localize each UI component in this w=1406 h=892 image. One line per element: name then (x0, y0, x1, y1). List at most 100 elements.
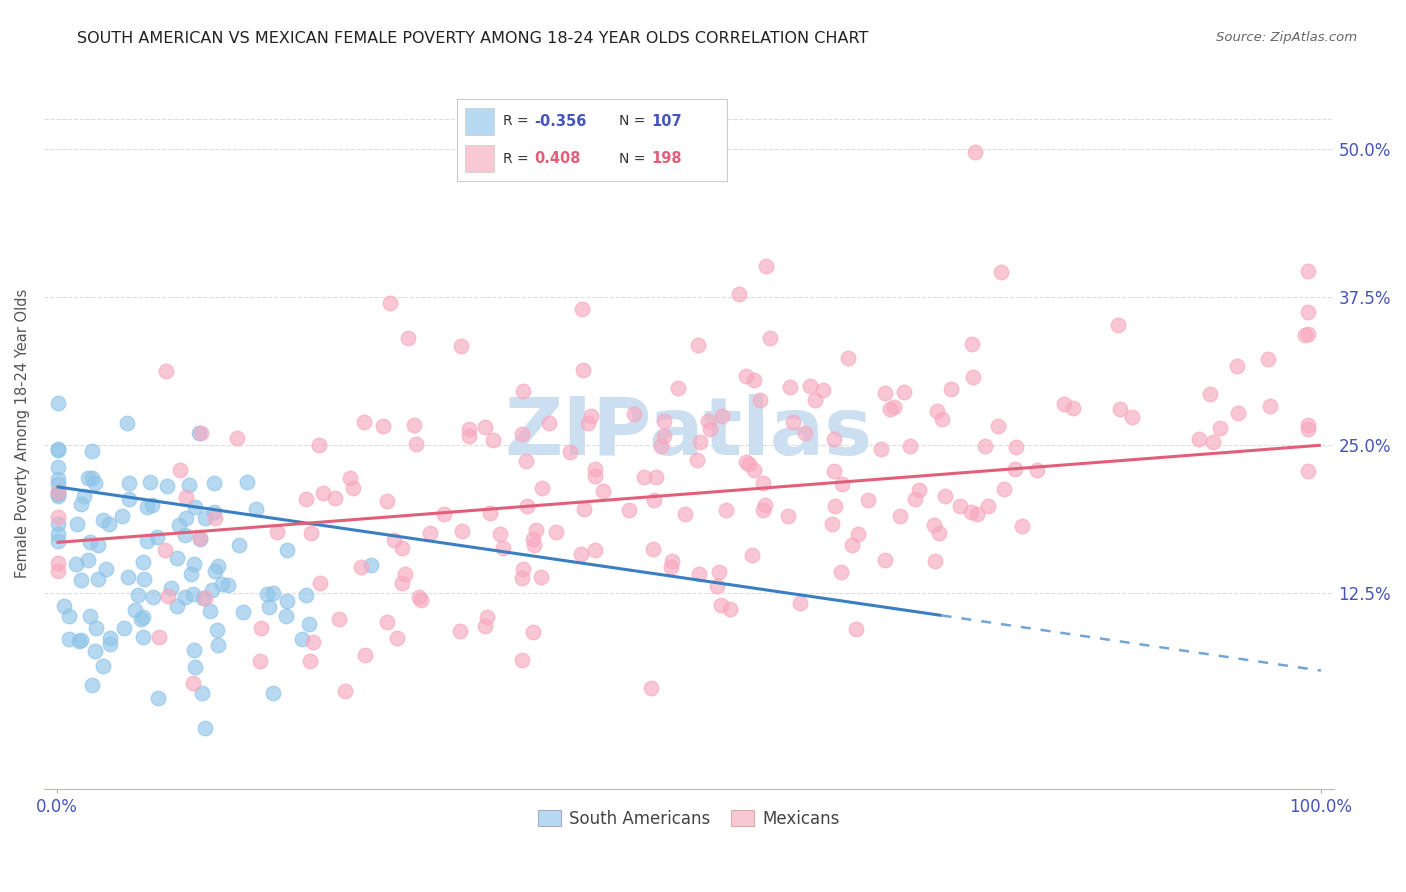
Point (207, 638, 229, 652)
Point (179, 478, 201, 492)
Point (141, 498, 163, 512)
Point (387, 632, 409, 646)
Point (966, 507, 988, 521)
Point (69, 573, 91, 587)
Point (1296, 326, 1319, 341)
Point (232, 605, 254, 619)
Point (482, 433, 505, 447)
Point (408, 590, 430, 604)
Point (160, 582, 183, 596)
Point (1226, 359, 1249, 373)
Point (135, 533, 157, 548)
Point (821, 516, 844, 531)
Point (592, 483, 614, 498)
Point (1209, 420, 1232, 434)
Point (70, 633, 93, 648)
Point (117, 570, 139, 584)
Point (742, 373, 765, 387)
Point (339, 471, 361, 485)
Text: SOUTH AMERICAN VS MEXICAN FEMALE POVERTY AMONG 18-24 YEAR OLDS CORRELATION CHART: SOUTH AMERICAN VS MEXICAN FEMALE POVERTY… (77, 31, 869, 46)
Point (510, 652, 533, 666)
Point (583, 462, 606, 476)
Point (922, 518, 945, 533)
Point (572, 362, 595, 376)
Point (824, 499, 846, 513)
Point (80, 678, 103, 692)
Point (522, 625, 544, 640)
Point (148, 631, 170, 645)
Point (52, 599, 75, 613)
Point (830, 566, 852, 580)
Point (146, 691, 169, 706)
Point (46, 487, 69, 501)
Point (218, 578, 240, 592)
Point (301, 635, 323, 649)
Point (129, 612, 152, 626)
Point (759, 331, 782, 345)
Point (46, 564, 69, 578)
Point (735, 455, 758, 469)
Point (804, 392, 827, 407)
Point (98, 637, 121, 651)
Point (689, 434, 711, 449)
Point (198, 604, 221, 618)
Point (889, 508, 911, 523)
Point (249, 654, 271, 668)
Point (353, 648, 375, 662)
Point (510, 571, 533, 585)
Point (779, 380, 801, 394)
Point (46, 510, 69, 524)
Point (754, 498, 776, 512)
Point (644, 469, 666, 483)
Point (433, 508, 456, 522)
Point (276, 594, 298, 608)
Point (475, 610, 498, 624)
Point (492, 541, 515, 555)
Point (46, 556, 69, 570)
Point (153, 543, 176, 558)
Point (449, 624, 471, 638)
Point (139, 475, 162, 489)
Point (728, 287, 751, 301)
Text: ZIPatlas: ZIPatlas (505, 394, 873, 473)
Point (46, 517, 69, 532)
Point (744, 463, 766, 477)
Point (450, 524, 472, 538)
Point (142, 591, 165, 605)
Point (276, 543, 298, 558)
Point (79, 609, 101, 624)
Point (741, 548, 763, 562)
Point (1004, 440, 1026, 454)
Point (524, 523, 547, 537)
Point (571, 301, 593, 316)
Point (1199, 387, 1222, 401)
Point (202, 505, 225, 519)
Point (686, 453, 709, 467)
Point (569, 547, 592, 561)
Point (993, 482, 1015, 496)
Point (1188, 432, 1211, 446)
Point (544, 525, 567, 540)
Point (893, 385, 915, 400)
Point (188, 531, 211, 545)
Point (904, 491, 927, 506)
Point (169, 462, 191, 476)
Point (167, 518, 190, 533)
Point (661, 553, 683, 567)
Point (1004, 462, 1026, 476)
Point (184, 500, 207, 514)
Point (962, 337, 984, 351)
Point (184, 660, 207, 674)
Point (202, 476, 225, 491)
Point (204, 510, 226, 524)
Point (353, 415, 375, 429)
Point (83, 644, 105, 658)
Point (402, 417, 425, 432)
Point (572, 502, 595, 516)
Point (181, 587, 204, 601)
Point (652, 414, 675, 428)
Y-axis label: Female Poverty Among 18-24 Year Olds: Female Poverty Among 18-24 Year Olds (15, 289, 30, 578)
Point (688, 338, 710, 352)
Point (531, 481, 554, 495)
Point (898, 439, 921, 453)
